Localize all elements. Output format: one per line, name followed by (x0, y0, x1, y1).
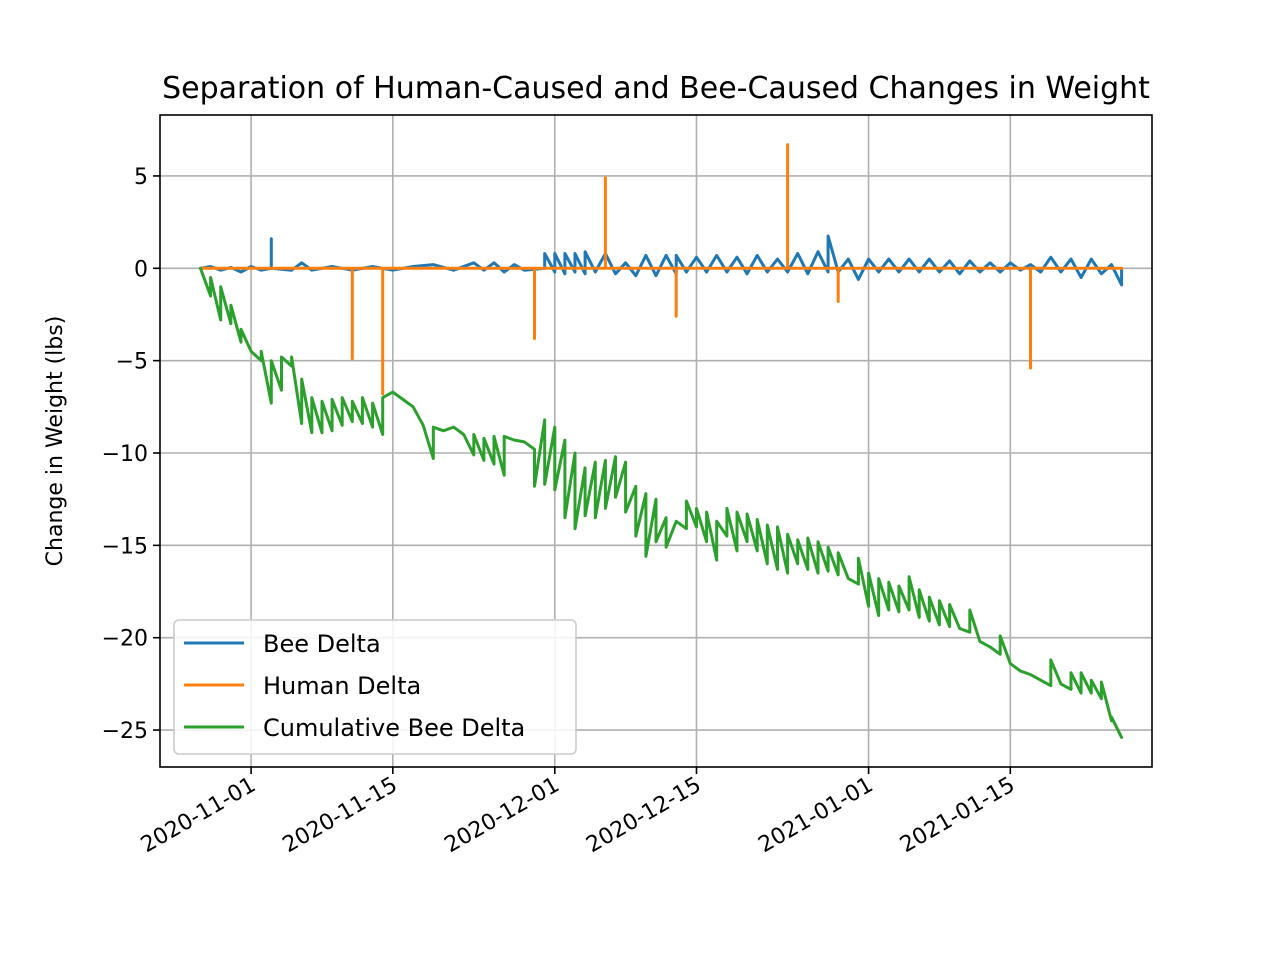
y-tick-label: −10 (102, 442, 148, 467)
legend: Bee Delta Human Delta Cumulative Bee Del… (173, 619, 577, 755)
y-axis-label: Change in Weight (lbs) (43, 316, 68, 567)
legend-label-bee-delta: Bee Delta (263, 630, 381, 658)
chart-title: Separation of Human-Caused and Bee-Cause… (162, 71, 1150, 106)
y-tick-label: −20 (102, 627, 148, 652)
y-tick-label: 0 (134, 257, 148, 282)
y-tick-label: 5 (134, 165, 148, 190)
y-tick-label: −15 (102, 534, 148, 559)
y-tick-label: −25 (102, 719, 148, 744)
series-line-cumulative-bee-delta (199, 266, 1124, 739)
legend-label-cumulative-bee-delta: Cumulative Bee Delta (263, 714, 525, 742)
y-axis: 5 0 −5 −10 −15 −20 −25 (102, 165, 160, 744)
legend-label-human-delta: Human Delta (263, 672, 421, 700)
y-tick-label: −5 (116, 350, 148, 375)
axes-frame (159, 114, 1153, 768)
plot-area (199, 143, 1124, 739)
series-line-human-delta (199, 143, 1124, 396)
legend-box (173, 619, 577, 755)
